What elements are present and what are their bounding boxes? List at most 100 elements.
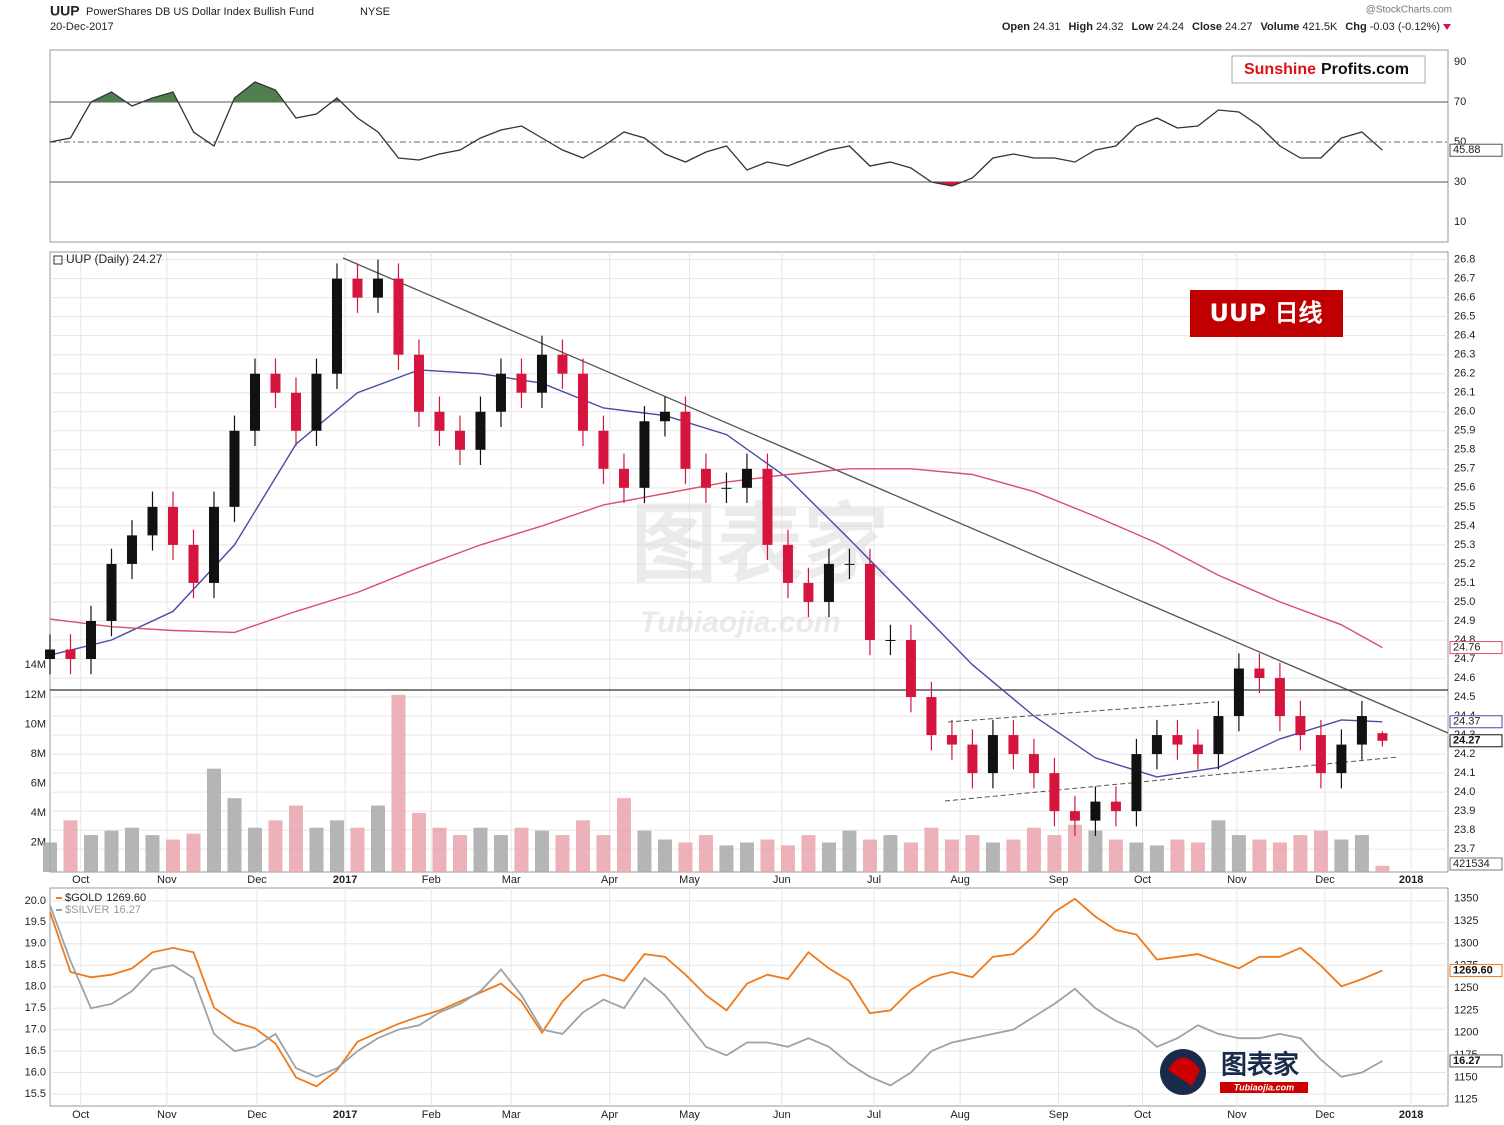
y-tick-label: 25.7 (1454, 463, 1475, 475)
volume-bar (534, 830, 549, 872)
volume-bar (247, 827, 262, 872)
volume-bar (1026, 827, 1041, 872)
volume-bar (370, 805, 385, 872)
y-tick-label: 2M (31, 836, 46, 848)
y-tick-label: 12M (25, 689, 46, 701)
volume-bar (186, 833, 201, 872)
y-tick-label: 20.0 (25, 895, 46, 907)
channel-upper (947, 701, 1216, 723)
stat-label: High (1068, 21, 1093, 33)
y-tick-label: 1300 (1454, 937, 1478, 949)
x-tick-label: Sep (1049, 1109, 1069, 1121)
y-tick-label: 24.6 (1454, 672, 1475, 684)
volume-bar (350, 827, 365, 872)
value-tag-label: 1269.60 (1453, 964, 1493, 976)
candle-body (372, 278, 383, 298)
volume-bar (1354, 835, 1369, 872)
y-tick-label: 24.5 (1454, 691, 1475, 703)
candle-body (147, 506, 158, 536)
logo: 图表家 Tubiaojia.com (1160, 1049, 1308, 1095)
candle-body (1213, 716, 1224, 755)
legend-name: $SILVER (65, 904, 109, 916)
candle-body (700, 468, 711, 488)
candle-body (926, 697, 937, 736)
y-tick-label: 24.7 (1454, 653, 1475, 665)
y-tick-label: 24.9 (1454, 615, 1475, 627)
badge-box (1190, 290, 1343, 337)
volume-bar (1088, 830, 1103, 872)
candle-body (1336, 744, 1347, 774)
volume-bar (944, 839, 959, 872)
x-tick-label: Feb (422, 1109, 441, 1121)
volume-bar (1252, 839, 1267, 872)
y-tick-label: 1325 (1454, 915, 1478, 927)
x-tick-label: May (679, 1109, 700, 1121)
x-tick-label: Dec (1315, 874, 1335, 886)
candle-body (1151, 735, 1162, 755)
y-tick-label: 24.2 (1454, 748, 1475, 760)
value-tag (1449, 143, 1503, 157)
candle-body (741, 468, 752, 488)
y-tick-label: 10 (1454, 216, 1466, 228)
x-tick-label: Apr (601, 874, 618, 886)
y-tick-label: 24.1 (1454, 767, 1475, 779)
candle-body (987, 735, 998, 774)
candle-body (270, 373, 281, 393)
volume-bar (514, 827, 529, 872)
x-tick-label: Jun (773, 1109, 791, 1121)
y-tick-label: 25.6 (1454, 482, 1475, 494)
y-tick-label: 26.0 (1454, 406, 1475, 418)
candle-body (85, 620, 96, 659)
volume-bar (657, 839, 672, 872)
exchange: NYSE (360, 6, 390, 18)
y-tick-label: 17.5 (25, 1002, 46, 1014)
volume-bar (719, 845, 734, 872)
volume-bar (1067, 824, 1082, 872)
candle-body (1377, 733, 1388, 741)
candle-body (413, 354, 424, 412)
watermark-subtext: Tubiaojia.com (639, 606, 840, 639)
volume-bar (1047, 835, 1062, 872)
volume-bar (1211, 820, 1226, 872)
volume-bar (473, 827, 488, 872)
x-tick-label: Aug (950, 1109, 970, 1121)
candle-body (1172, 735, 1183, 745)
volume-bar (1293, 835, 1308, 872)
candle-body (536, 354, 547, 393)
y-tick-label: 26.4 (1454, 330, 1475, 342)
value-tag-label: 24.76 (1453, 641, 1481, 653)
volume-bar (432, 827, 447, 872)
y-tick-label: 26.7 (1454, 273, 1475, 285)
volume-bar (165, 839, 180, 872)
value-tag-label: 421534 (1453, 858, 1490, 870)
candle-body (126, 535, 137, 564)
candle-body (598, 430, 609, 469)
candle-body (946, 735, 957, 745)
x-tick-label: Mar (502, 874, 521, 886)
y-tick-label: 15.5 (25, 1088, 46, 1100)
value-tag (1449, 715, 1503, 729)
logo-bar (1220, 1082, 1308, 1093)
volume-bar (678, 842, 693, 872)
y-tick-label: 25.0 (1454, 596, 1475, 608)
value-tag (1449, 1054, 1503, 1068)
candle-body (65, 649, 76, 659)
volume-bar (1108, 839, 1123, 872)
value-tag-label: 24.37 (1453, 716, 1481, 728)
candle-body (762, 468, 773, 545)
volume-bar (1313, 830, 1328, 872)
y-tick-label: 19.0 (25, 938, 46, 950)
brand-black: Profits.com (1321, 61, 1409, 78)
x-tick-label: 2017 (333, 1109, 357, 1121)
candle-body (1028, 754, 1039, 774)
volume-bar (145, 835, 160, 872)
x-tick-label: May (679, 874, 700, 886)
y-tick-label: 19.5 (25, 916, 46, 928)
candle-body (434, 411, 445, 431)
volume-bar (862, 839, 877, 872)
stat-label: Chg (1345, 21, 1366, 33)
volume-bar (391, 694, 406, 872)
candle-body (885, 639, 896, 641)
brand-box (1231, 55, 1426, 84)
y-tick-label: 26.1 (1454, 387, 1475, 399)
